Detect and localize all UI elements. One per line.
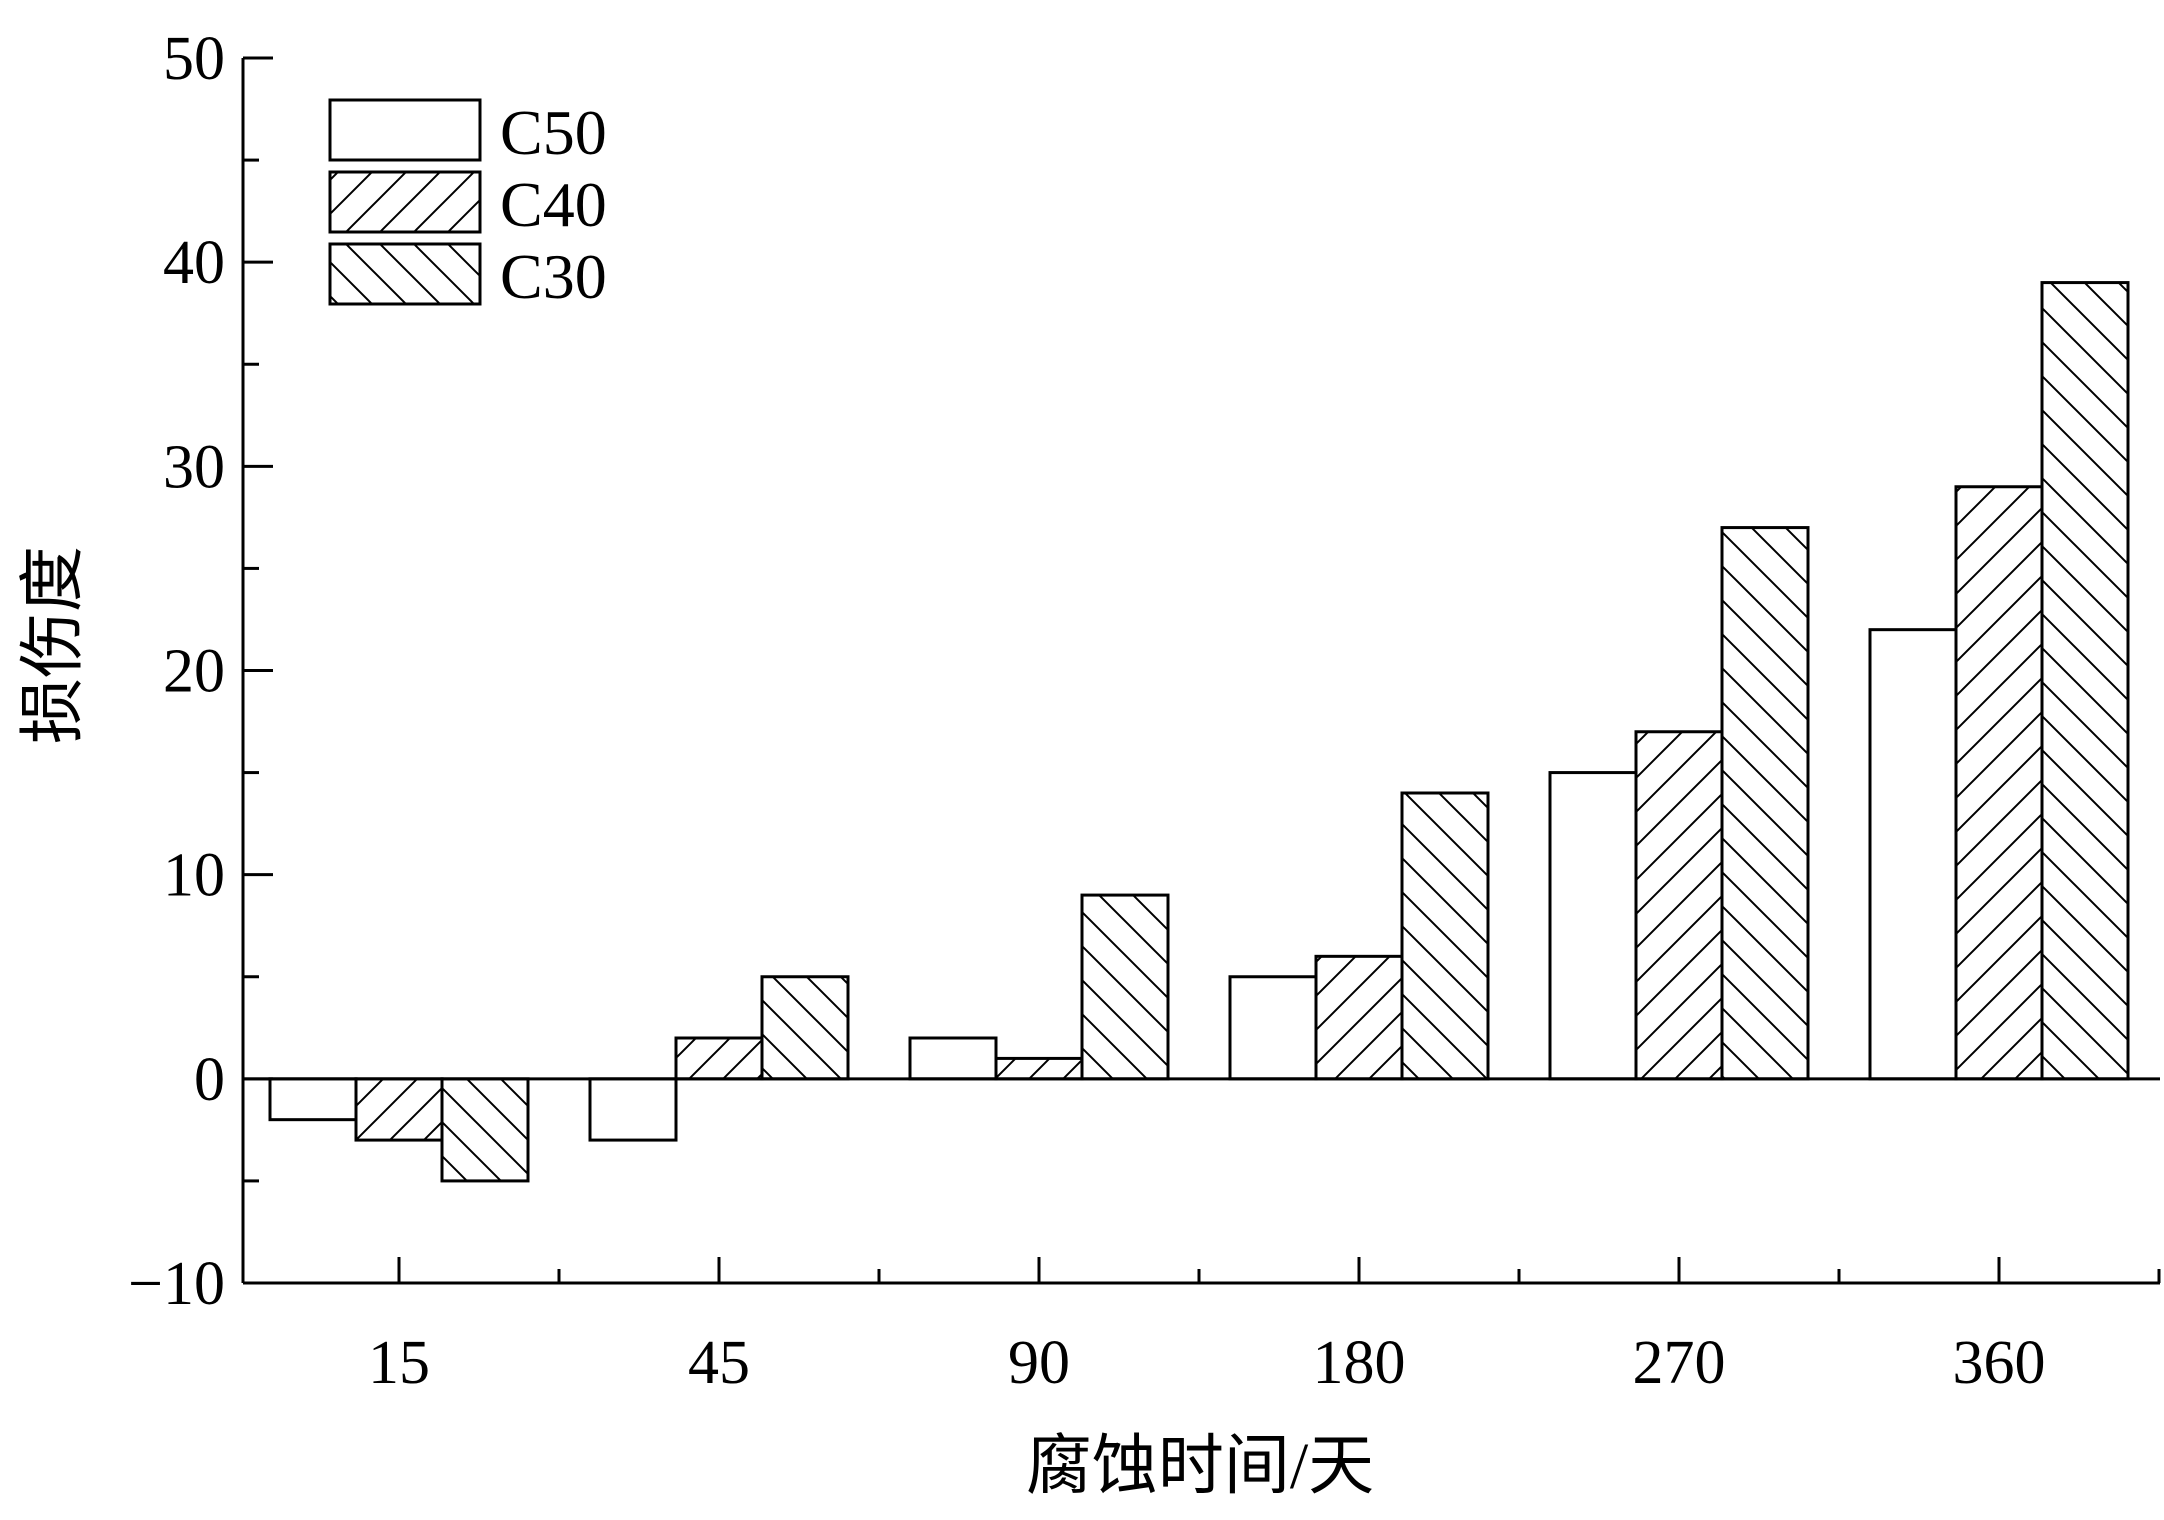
x-tick-label: 270 <box>1633 1329 1726 1397</box>
y-tick-label: 30 <box>163 433 225 501</box>
axes-layer: −10 0 10 20 30 40 50 15 45 90 180 270 360 <box>128 25 2161 1397</box>
y-tick-label: 50 <box>163 25 225 93</box>
bar-c30-15 <box>440 1077 530 1183</box>
y-tick-label: 20 <box>163 638 225 706</box>
legend-swatch-c30 <box>328 242 482 306</box>
bar-c30-45 <box>760 975 850 1081</box>
bar-c40-45 <box>674 1036 764 1081</box>
bar-c50-45 <box>588 1077 678 1142</box>
bar-c50-360 <box>1868 628 1958 1081</box>
bar-c30-90 <box>1080 893 1170 1081</box>
bar-c40-270 <box>1634 730 1724 1081</box>
y-tick-label: −10 <box>128 1250 225 1318</box>
y-tick-label: 0 <box>194 1046 225 1114</box>
bar-c40-90 <box>994 1056 1084 1081</box>
y-tick-label: 10 <box>163 842 225 910</box>
x-tick-label: 360 <box>1953 1329 2046 1397</box>
legend-label-c50: C50 <box>500 97 607 168</box>
bar-c40-360 <box>1954 485 2044 1081</box>
bar-c50-180 <box>1228 975 1318 1081</box>
legend-label-c30: C30 <box>500 241 607 312</box>
bar-c40-15 <box>354 1077 444 1142</box>
x-axis-title: 腐蚀时间/天 <box>1026 1430 1374 1503</box>
y-tick-label: 40 <box>163 229 225 297</box>
bar-c50-270 <box>1548 771 1638 1081</box>
x-tick-label: 45 <box>688 1329 750 1397</box>
bar-c30-180 <box>1400 791 1490 1081</box>
y-axis-title: 损伤度 <box>17 546 90 744</box>
x-tick-label: 90 <box>1008 1329 1070 1397</box>
legend-swatch-c40 <box>328 170 482 234</box>
bar-c30-270 <box>1720 526 1810 1081</box>
bar-c40-180 <box>1314 954 1404 1081</box>
bar-c50-90 <box>908 1036 998 1081</box>
legend-swatch-c50 <box>328 98 482 162</box>
bar-c50-15 <box>268 1077 358 1122</box>
legend-label-c40: C40 <box>500 169 607 240</box>
bars-layer <box>268 281 2130 1183</box>
bar-c30-360 <box>2040 281 2130 1081</box>
x-tick-label: 180 <box>1313 1329 1406 1397</box>
x-tick-label: 15 <box>368 1329 430 1397</box>
